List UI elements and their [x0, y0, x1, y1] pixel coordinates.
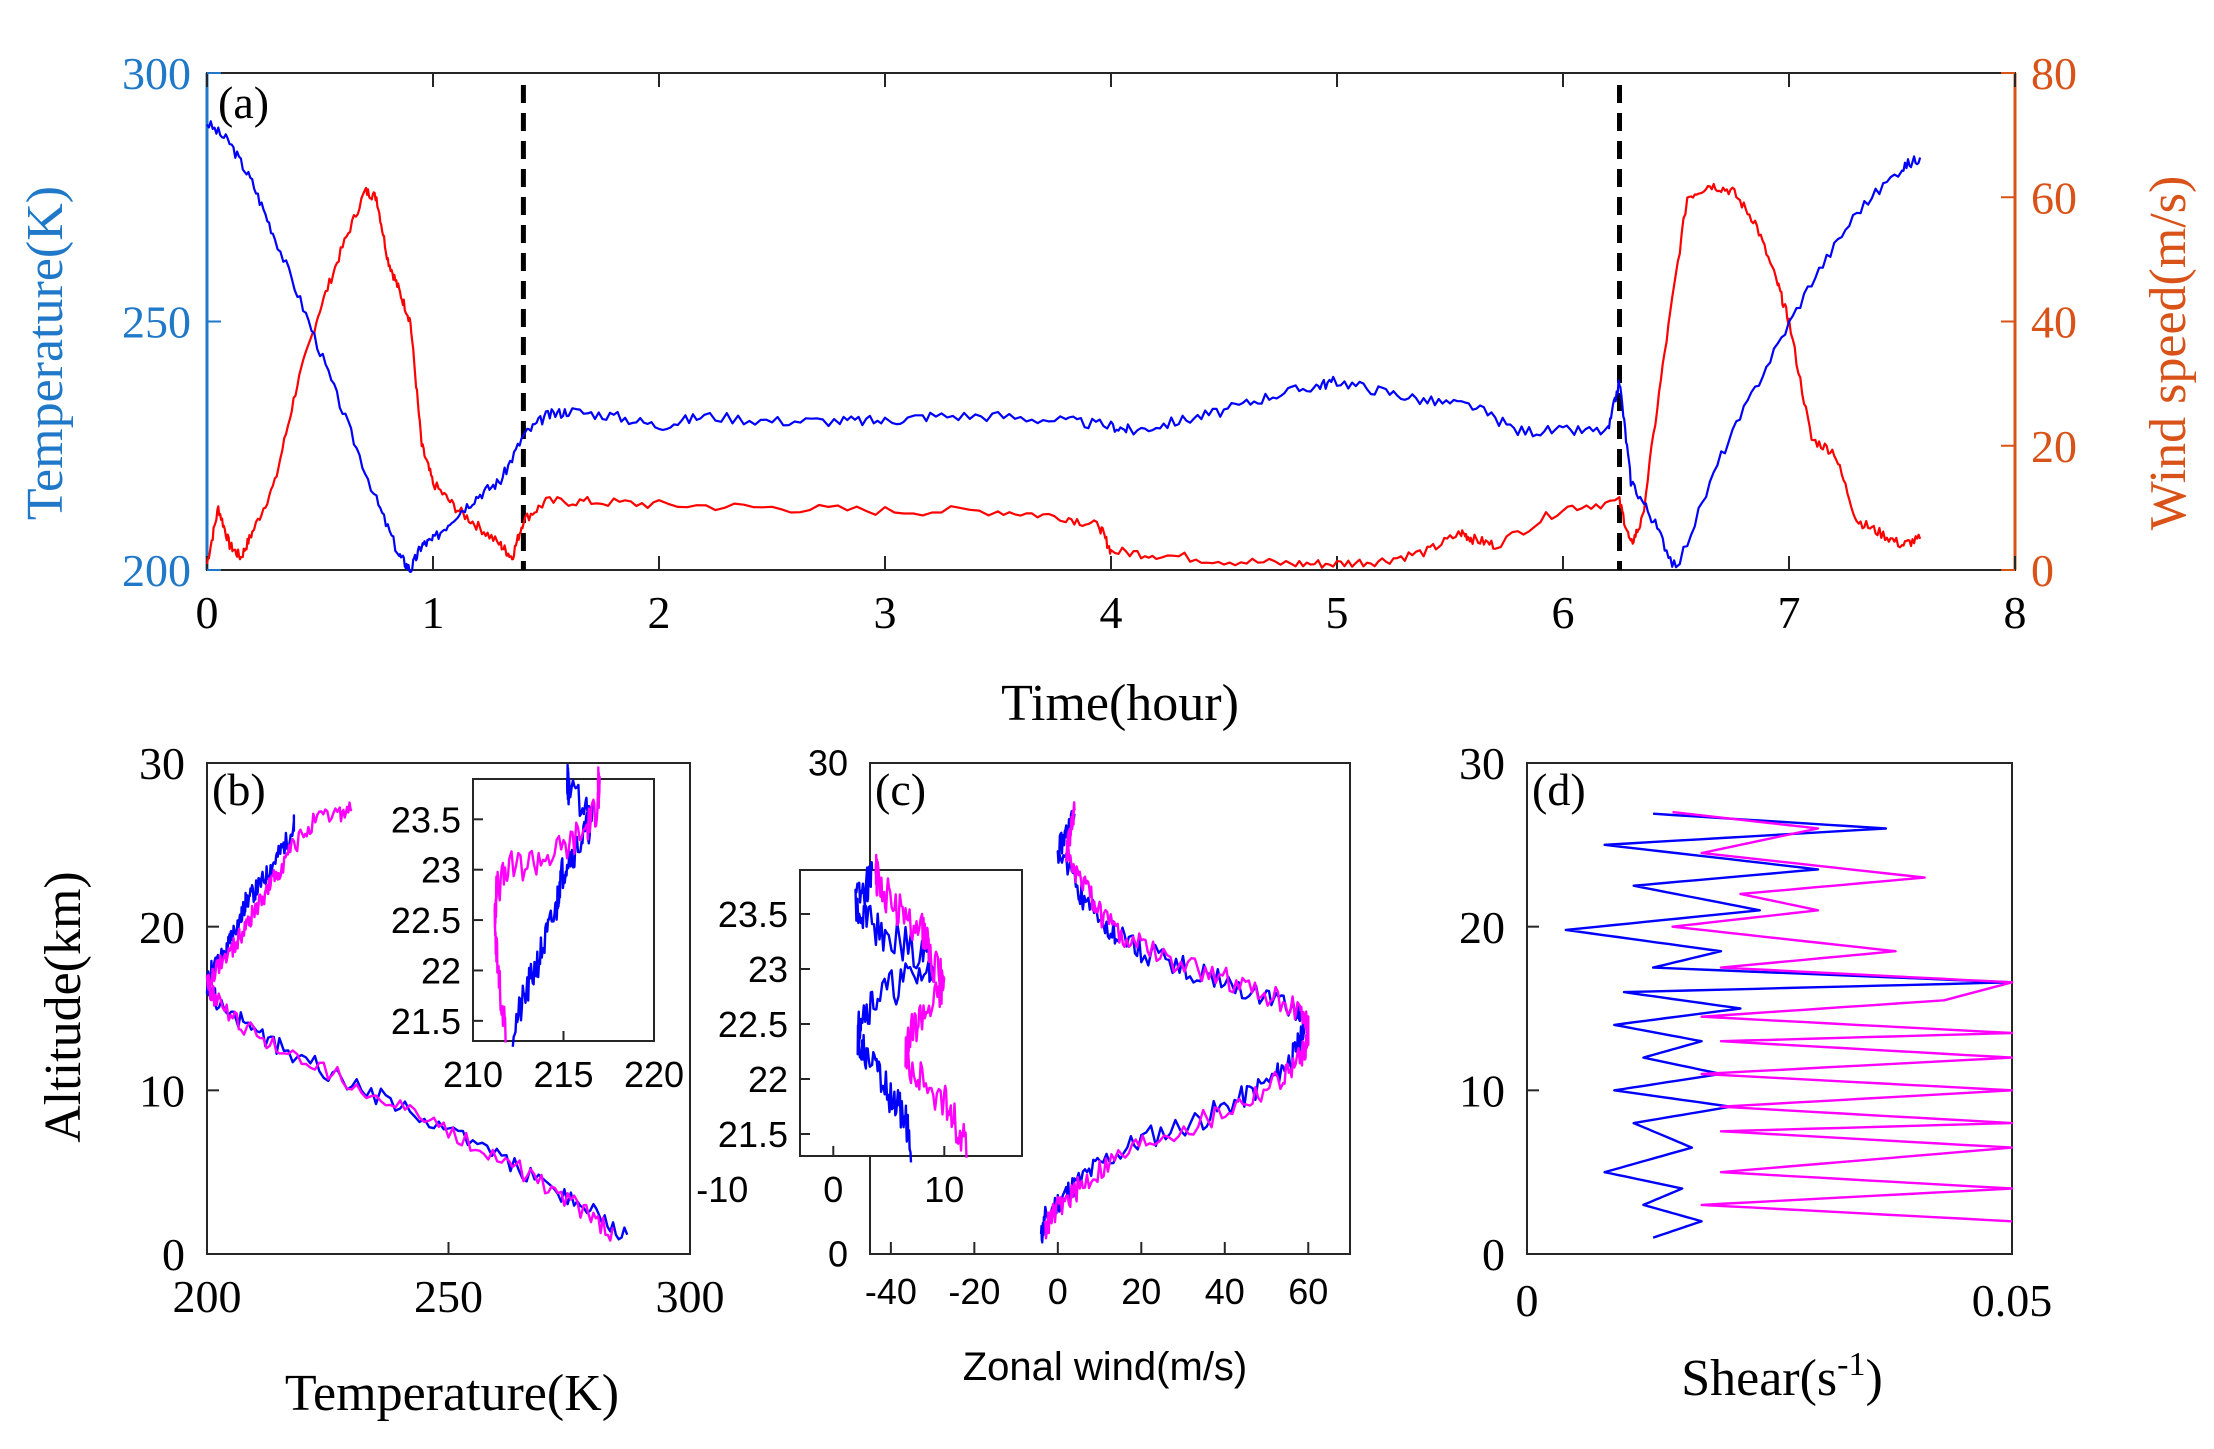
- panel-c-xtick-label: 60: [1288, 1271, 1328, 1312]
- panel-a-ylabel-left: Temperature(K): [17, 186, 74, 520]
- panel-a-label: (a): [218, 77, 269, 128]
- panel-c-inset-xtick-label: 0: [823, 1169, 843, 1210]
- panel-d-frame: [1526, 762, 2013, 1255]
- panel-d-ytick-label: 10: [1459, 1065, 1505, 1116]
- panel-a-wind-series: [205, 182, 1922, 569]
- panel-b-inset-ytick-label: 21.5: [391, 1001, 461, 1042]
- panel-b-ytick-label: 20: [139, 902, 185, 953]
- panel-c-inset-ytick-label: 22.5: [718, 1004, 788, 1045]
- panel-d: 0 0.05 0 10 20 30: [1459, 738, 2052, 1326]
- panel-b-inset-ytick-label: 23: [421, 850, 461, 891]
- panel-d-xlabel-exponent: -1: [1837, 1346, 1865, 1383]
- panel-a-xtick-label: 0: [196, 587, 219, 638]
- panel-c-xtick-label: -40: [865, 1271, 917, 1312]
- panel-a-xtick-label: 3: [874, 587, 897, 638]
- panel-a-xtick-label: 5: [1326, 587, 1349, 638]
- panel-b-xtick-label: 300: [656, 1271, 725, 1322]
- panel-b-ytick-label: 10: [139, 1065, 185, 1116]
- panel-c-label: (c): [875, 764, 926, 815]
- panel-a-temperature-series: [206, 120, 1922, 574]
- panel-c-xtick-label: 40: [1205, 1271, 1245, 1312]
- panel-d-ytick-label: 20: [1459, 902, 1505, 953]
- panel-c-inset-ytick-label: 23.5: [718, 894, 788, 935]
- panel-b-inset-xtick-label: 220: [624, 1054, 684, 1095]
- panel-b-inset-ytick-label: 23.5: [391, 799, 461, 840]
- panel-c-inset-blue-series: [854, 861, 935, 1163]
- panel-b-magenta-series: [205, 801, 614, 1242]
- panel-a-ytick-left-label: 300: [122, 48, 191, 99]
- panel-d-ytick-label: 30: [1459, 738, 1505, 789]
- panel-b-xtick-label: 250: [414, 1271, 483, 1322]
- panel-c-xtick-label: -20: [948, 1271, 1000, 1312]
- panel-a-ytick-right-label: 60: [2031, 172, 2077, 223]
- panel-a-xtick-label: 7: [1778, 587, 1801, 638]
- panel-d-xlabel-text: Shear(s: [1681, 1350, 1837, 1407]
- panel-c-ytick-label: 30: [808, 743, 848, 784]
- panel-c-inset-xtick-label: 10: [924, 1169, 964, 1210]
- panel-d-xtick-label: 0: [1516, 1275, 1539, 1326]
- panel-a-xtick-label: 6: [1552, 587, 1575, 638]
- panel-b-inset-xtick-label: 210: [443, 1054, 503, 1095]
- panel-c-inset-ytick-label: 22: [748, 1059, 788, 1100]
- panel-c-inset-magenta-series: [874, 853, 968, 1158]
- panel-a-ytick-left-label: 250: [122, 297, 191, 348]
- panel-b-label: (b): [212, 764, 266, 815]
- panel-c-xtick-label: 20: [1121, 1271, 1161, 1312]
- panel-a-ylabel-right: Wind speed(m/s): [2140, 176, 2197, 531]
- panel-c-inset-ytick-label: 21.5: [718, 1114, 788, 1155]
- panel-c-xtick-label: 0: [1048, 1271, 1068, 1312]
- panel-a-xtick-label: 4: [1100, 587, 1123, 638]
- panel-d-magenta-series: [1671, 810, 2014, 1223]
- panel-a-xtick-label: 1: [422, 587, 445, 638]
- panel-a-ytick-left-label: 200: [122, 545, 191, 596]
- panel-b-ytick-label: 30: [139, 738, 185, 789]
- panel-a-ytick-right-label: 80: [2031, 48, 2077, 99]
- panel-c-xlabel: Zonal wind(m/s): [963, 1345, 1248, 1389]
- panel-a-xlabel: Time(hour): [1001, 675, 1239, 732]
- panel-d-label: (d): [1532, 764, 1586, 815]
- panel-c-inset-frame: [799, 869, 1023, 1157]
- panel-b-inset-frame: [472, 778, 655, 1042]
- panel-b: 200 250 300 0 10 20 30 210 215 220 21.5 22 22.5 23 23.…: [139, 738, 725, 1322]
- panel-d-xtick-label: 0.05: [1972, 1275, 2053, 1326]
- panel-b-inset-ytick-label: 22.5: [391, 900, 461, 941]
- panel-c-ytick-label: 0: [828, 1234, 848, 1275]
- panel-b-xlabel: Temperature(K): [285, 1365, 619, 1422]
- panel-b-inset-xtick-label: 215: [533, 1054, 593, 1095]
- panel-b-ylabel: Altitude(km): [35, 871, 92, 1143]
- panel-b-inset-magenta-series: [493, 766, 601, 1043]
- panel-a-ytick-right-label: 0: [2031, 545, 2054, 596]
- panel-c-inset-ytick-label: 23: [748, 949, 788, 990]
- panel-b-inset-blue-series: [511, 763, 594, 1047]
- panel-c: -40 -20 0 20 40 60 0 30 -10 0 10 21.5 22 22.5 23 23.5: [696, 743, 1351, 1312]
- panel-d-xlabel: Shear(s-1): [1681, 1346, 1883, 1407]
- panel-a: 0 1 2 3 4 5 6 7 8 200 250 300 0 20 40 60 80: [122, 48, 2077, 638]
- panel-b-ytick-label: 0: [162, 1229, 185, 1280]
- panel-d-ytick-label: 0: [1482, 1229, 1505, 1280]
- panel-b-xtick-label: 200: [173, 1271, 242, 1322]
- panel-c-inset-xtick-label: -10: [696, 1169, 748, 1210]
- panel-a-ytick-right-label: 20: [2031, 421, 2077, 472]
- panel-d-blue-series: [1564, 812, 2014, 1239]
- panel-b-inset-ytick-label: 22: [421, 950, 461, 991]
- panel-a-ytick-right-label: 40: [2031, 297, 2077, 348]
- panel-a-frame: [206, 72, 2016, 571]
- panel-a-xtick-label: 8: [2004, 587, 2027, 638]
- panel-d-xlabel-close: ): [1865, 1350, 1882, 1407]
- panel-a-xtick-label: 2: [648, 587, 671, 638]
- panel-c-magenta-series: [1044, 801, 1310, 1240]
